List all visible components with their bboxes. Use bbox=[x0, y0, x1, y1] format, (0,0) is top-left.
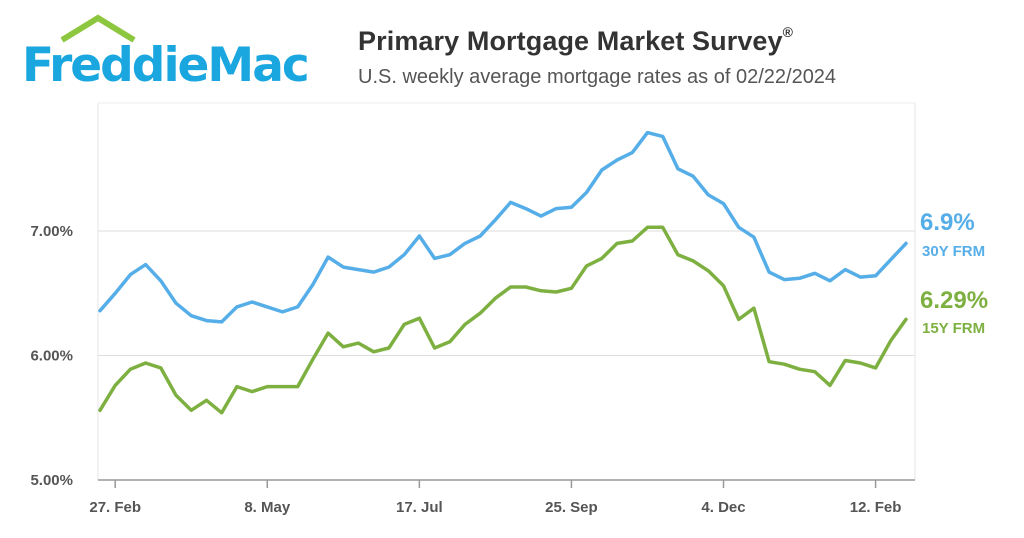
end-label-layer: 6.9% 30Y FRM 6.29% 15Y FRM bbox=[920, 209, 988, 337]
x-tick-label: 12. Feb bbox=[850, 499, 902, 516]
series-name-label: 15Y FRM bbox=[922, 320, 985, 337]
end-value-label: 6.29% bbox=[920, 287, 988, 314]
y-tick-label: 6.00% bbox=[30, 348, 73, 365]
logo-wordmark: FreddieMac bbox=[22, 38, 310, 93]
page-title: Primary Mortgage Market Survey® bbox=[358, 24, 794, 56]
series-line-30y bbox=[98, 130, 908, 324]
page-subtitle: U.S. weekly average mortgage rates as of… bbox=[358, 66, 837, 88]
x-tick-label: 8. May bbox=[244, 499, 291, 516]
series-name-label: 30Y FRM bbox=[922, 243, 985, 260]
freddie-mac-logo: FreddieMac bbox=[20, 14, 330, 94]
y-tick-label: 5.00% bbox=[30, 472, 73, 489]
house-roof-icon bbox=[60, 14, 136, 43]
grid-layer bbox=[97, 102, 916, 480]
y-tick-label: 7.00% bbox=[30, 223, 73, 240]
end-value-label: 6.9% bbox=[920, 209, 975, 236]
series-line-15y bbox=[98, 225, 908, 415]
series-layer bbox=[98, 130, 908, 415]
axis-layer: 5.00% 6.00% 7.00% 27. Feb 8. May 17. Jul 25. S… bbox=[30, 223, 915, 516]
x-tick-label: 4. Dec bbox=[701, 499, 745, 516]
registered-mark: ® bbox=[782, 24, 794, 40]
x-tick-label: 17. Jul bbox=[396, 499, 443, 516]
x-tick-label: 27. Feb bbox=[89, 499, 141, 516]
x-tick-label: 25. Sep bbox=[545, 499, 598, 516]
